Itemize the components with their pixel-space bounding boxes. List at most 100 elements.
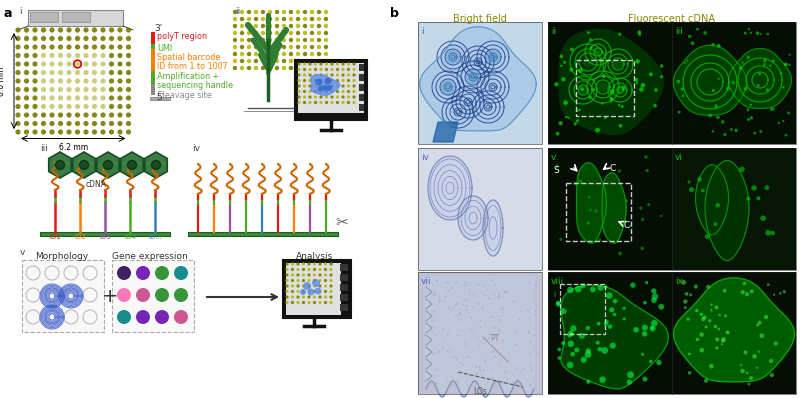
Circle shape xyxy=(313,295,316,298)
Circle shape xyxy=(513,382,514,383)
Circle shape xyxy=(563,100,568,105)
Circle shape xyxy=(687,180,690,183)
Circle shape xyxy=(513,301,514,303)
Circle shape xyxy=(474,366,477,368)
Circle shape xyxy=(342,62,345,66)
Circle shape xyxy=(83,36,89,41)
Circle shape xyxy=(109,27,114,33)
Circle shape xyxy=(650,326,656,332)
Circle shape xyxy=(313,268,316,271)
Circle shape xyxy=(24,104,29,109)
Circle shape xyxy=(314,62,317,66)
Circle shape xyxy=(117,266,131,280)
Circle shape xyxy=(610,89,614,94)
Circle shape xyxy=(24,112,29,117)
Circle shape xyxy=(312,279,320,287)
Circle shape xyxy=(484,360,486,363)
Circle shape xyxy=(101,27,106,33)
Circle shape xyxy=(324,279,327,282)
Circle shape xyxy=(240,38,244,42)
Circle shape xyxy=(561,77,566,82)
Circle shape xyxy=(317,66,321,70)
Circle shape xyxy=(570,68,574,72)
Circle shape xyxy=(464,340,466,342)
Circle shape xyxy=(330,285,333,288)
Circle shape xyxy=(752,354,757,359)
Bar xyxy=(548,148,672,270)
Circle shape xyxy=(268,38,272,42)
Circle shape xyxy=(641,218,644,221)
Circle shape xyxy=(233,38,237,42)
Bar xyxy=(418,272,542,394)
Circle shape xyxy=(347,96,350,99)
Circle shape xyxy=(313,273,316,277)
Circle shape xyxy=(240,66,244,70)
Circle shape xyxy=(438,300,441,302)
Circle shape xyxy=(126,53,131,58)
Circle shape xyxy=(254,10,258,14)
Circle shape xyxy=(442,347,444,349)
Circle shape xyxy=(465,342,466,344)
Circle shape xyxy=(352,96,356,99)
Circle shape xyxy=(462,371,463,373)
Circle shape xyxy=(750,104,752,106)
Circle shape xyxy=(638,30,642,34)
Circle shape xyxy=(303,84,306,88)
Circle shape xyxy=(502,379,503,380)
Circle shape xyxy=(342,84,345,88)
Circle shape xyxy=(296,31,300,35)
Circle shape xyxy=(319,90,322,93)
Circle shape xyxy=(75,45,80,50)
Circle shape xyxy=(641,353,644,356)
Circle shape xyxy=(289,38,293,42)
Circle shape xyxy=(695,309,698,312)
Circle shape xyxy=(588,196,590,199)
Circle shape xyxy=(530,307,531,308)
Circle shape xyxy=(534,314,536,316)
Text: ID3: ID3 xyxy=(99,234,111,240)
Circle shape xyxy=(444,341,446,342)
Circle shape xyxy=(324,31,328,35)
Circle shape xyxy=(310,52,314,56)
Bar xyxy=(566,183,631,241)
Circle shape xyxy=(696,338,699,341)
Circle shape xyxy=(759,130,762,133)
Circle shape xyxy=(240,45,244,49)
Circle shape xyxy=(254,17,258,21)
Circle shape xyxy=(330,68,334,71)
Circle shape xyxy=(488,297,490,300)
Circle shape xyxy=(502,339,504,342)
Circle shape xyxy=(50,36,54,41)
Circle shape xyxy=(32,61,38,66)
Circle shape xyxy=(342,79,345,82)
Circle shape xyxy=(481,316,482,318)
Circle shape xyxy=(478,366,481,368)
Circle shape xyxy=(302,290,305,293)
Circle shape xyxy=(254,66,258,70)
Circle shape xyxy=(50,45,54,50)
Circle shape xyxy=(41,87,46,92)
Circle shape xyxy=(92,121,97,126)
Circle shape xyxy=(118,129,122,135)
Circle shape xyxy=(779,292,782,295)
Circle shape xyxy=(649,72,653,76)
Circle shape xyxy=(324,66,328,70)
Circle shape xyxy=(520,310,522,312)
Bar xyxy=(672,22,796,144)
Circle shape xyxy=(498,330,500,332)
Circle shape xyxy=(580,87,584,91)
Circle shape xyxy=(529,384,531,386)
Circle shape xyxy=(41,45,46,50)
Text: iii: iii xyxy=(675,27,683,36)
Circle shape xyxy=(529,353,531,354)
Circle shape xyxy=(466,305,468,307)
Circle shape xyxy=(41,61,46,66)
Circle shape xyxy=(558,356,561,360)
Circle shape xyxy=(759,334,764,338)
Circle shape xyxy=(41,121,46,126)
Circle shape xyxy=(747,382,750,385)
Circle shape xyxy=(66,53,72,58)
Circle shape xyxy=(291,273,294,277)
Circle shape xyxy=(298,96,301,99)
Circle shape xyxy=(310,10,314,14)
